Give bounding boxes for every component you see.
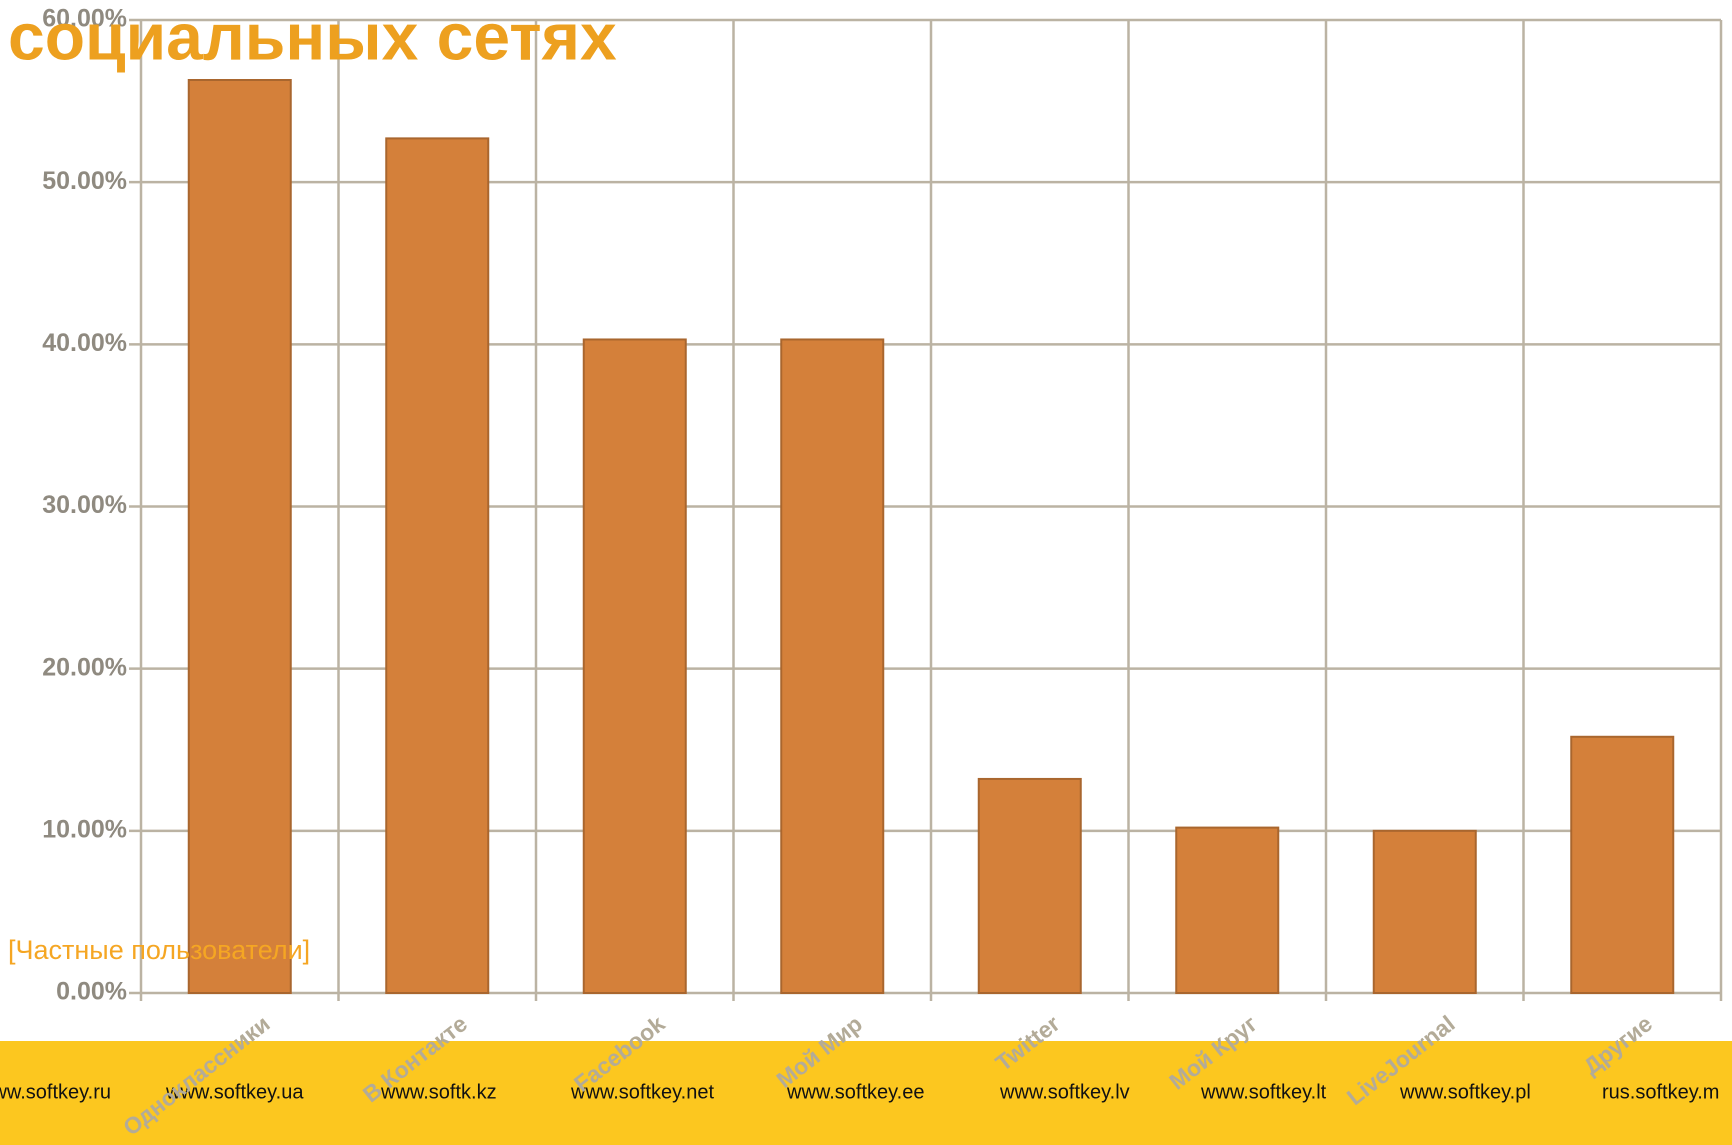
chart-subtitle: [Частные пользователи] xyxy=(8,935,310,965)
footer-link[interactable]: www.softkey.pl xyxy=(1399,1081,1531,1103)
y-tick-label: 10.00% xyxy=(42,815,127,843)
y-tick-label: 30.00% xyxy=(42,491,127,519)
footer-link[interactable]: rus.softkey.m xyxy=(1602,1081,1719,1103)
footer-link[interactable]: www.softkey.lv xyxy=(999,1081,1130,1103)
footer-link[interactable]: www.softkey.lt xyxy=(1200,1081,1327,1103)
bar xyxy=(582,338,687,994)
bar xyxy=(1372,829,1477,994)
footer-link[interactable]: www.softkey.ru xyxy=(0,1081,111,1103)
bar xyxy=(977,777,1082,994)
bar xyxy=(1570,735,1675,994)
bar xyxy=(385,137,490,995)
y-tick-label: 40.00% xyxy=(42,329,127,357)
chart-title: социальных сетях xyxy=(8,0,617,73)
footer-bar xyxy=(0,1041,1732,1145)
bar xyxy=(780,338,885,994)
y-tick-label: 50.00% xyxy=(42,167,127,195)
footer-link[interactable]: www.softkey.ua xyxy=(165,1081,304,1103)
bar xyxy=(187,79,292,995)
footer-link[interactable]: www.softkey.net xyxy=(570,1081,714,1103)
y-tick-label: 60.00% xyxy=(42,5,127,33)
y-tick-label: 0.00% xyxy=(56,978,127,1006)
footer-link[interactable]: www.softkey.ee xyxy=(786,1081,924,1103)
bar xyxy=(1175,826,1280,995)
footer-link[interactable]: www.softk.kz xyxy=(380,1081,497,1103)
y-tick-label: 20.00% xyxy=(42,653,127,681)
